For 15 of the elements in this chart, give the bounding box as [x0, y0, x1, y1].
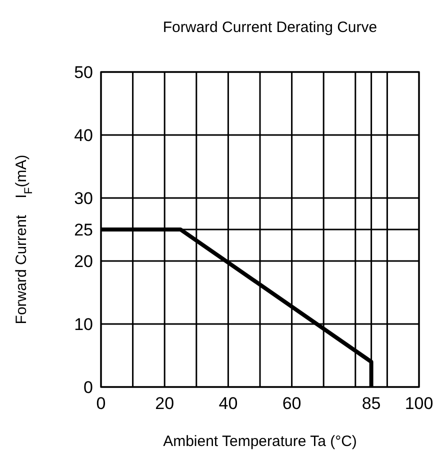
x-axis-title: Ambient Temperature Ta (°C): [163, 433, 357, 450]
x-tick-label: 20: [155, 394, 174, 413]
y-tick-label: 20: [74, 252, 93, 271]
chart-title: Forward Current Derating Curve: [162, 19, 378, 36]
y-tick-label: 40: [74, 126, 93, 145]
x-tick-label: 85: [362, 394, 381, 413]
x-tick-label: 60: [282, 394, 302, 413]
y-tick-label: 30: [74, 188, 93, 208]
y-tick-label: 0: [84, 378, 93, 397]
x-tick-label: 40: [218, 394, 238, 413]
x-tick-label: 0: [96, 394, 106, 413]
y-tick-label: 50: [74, 62, 93, 82]
x-tick-label: 100: [404, 394, 434, 413]
y-tick-label: 10: [74, 314, 93, 334]
y-tick-label: 25: [74, 220, 93, 240]
